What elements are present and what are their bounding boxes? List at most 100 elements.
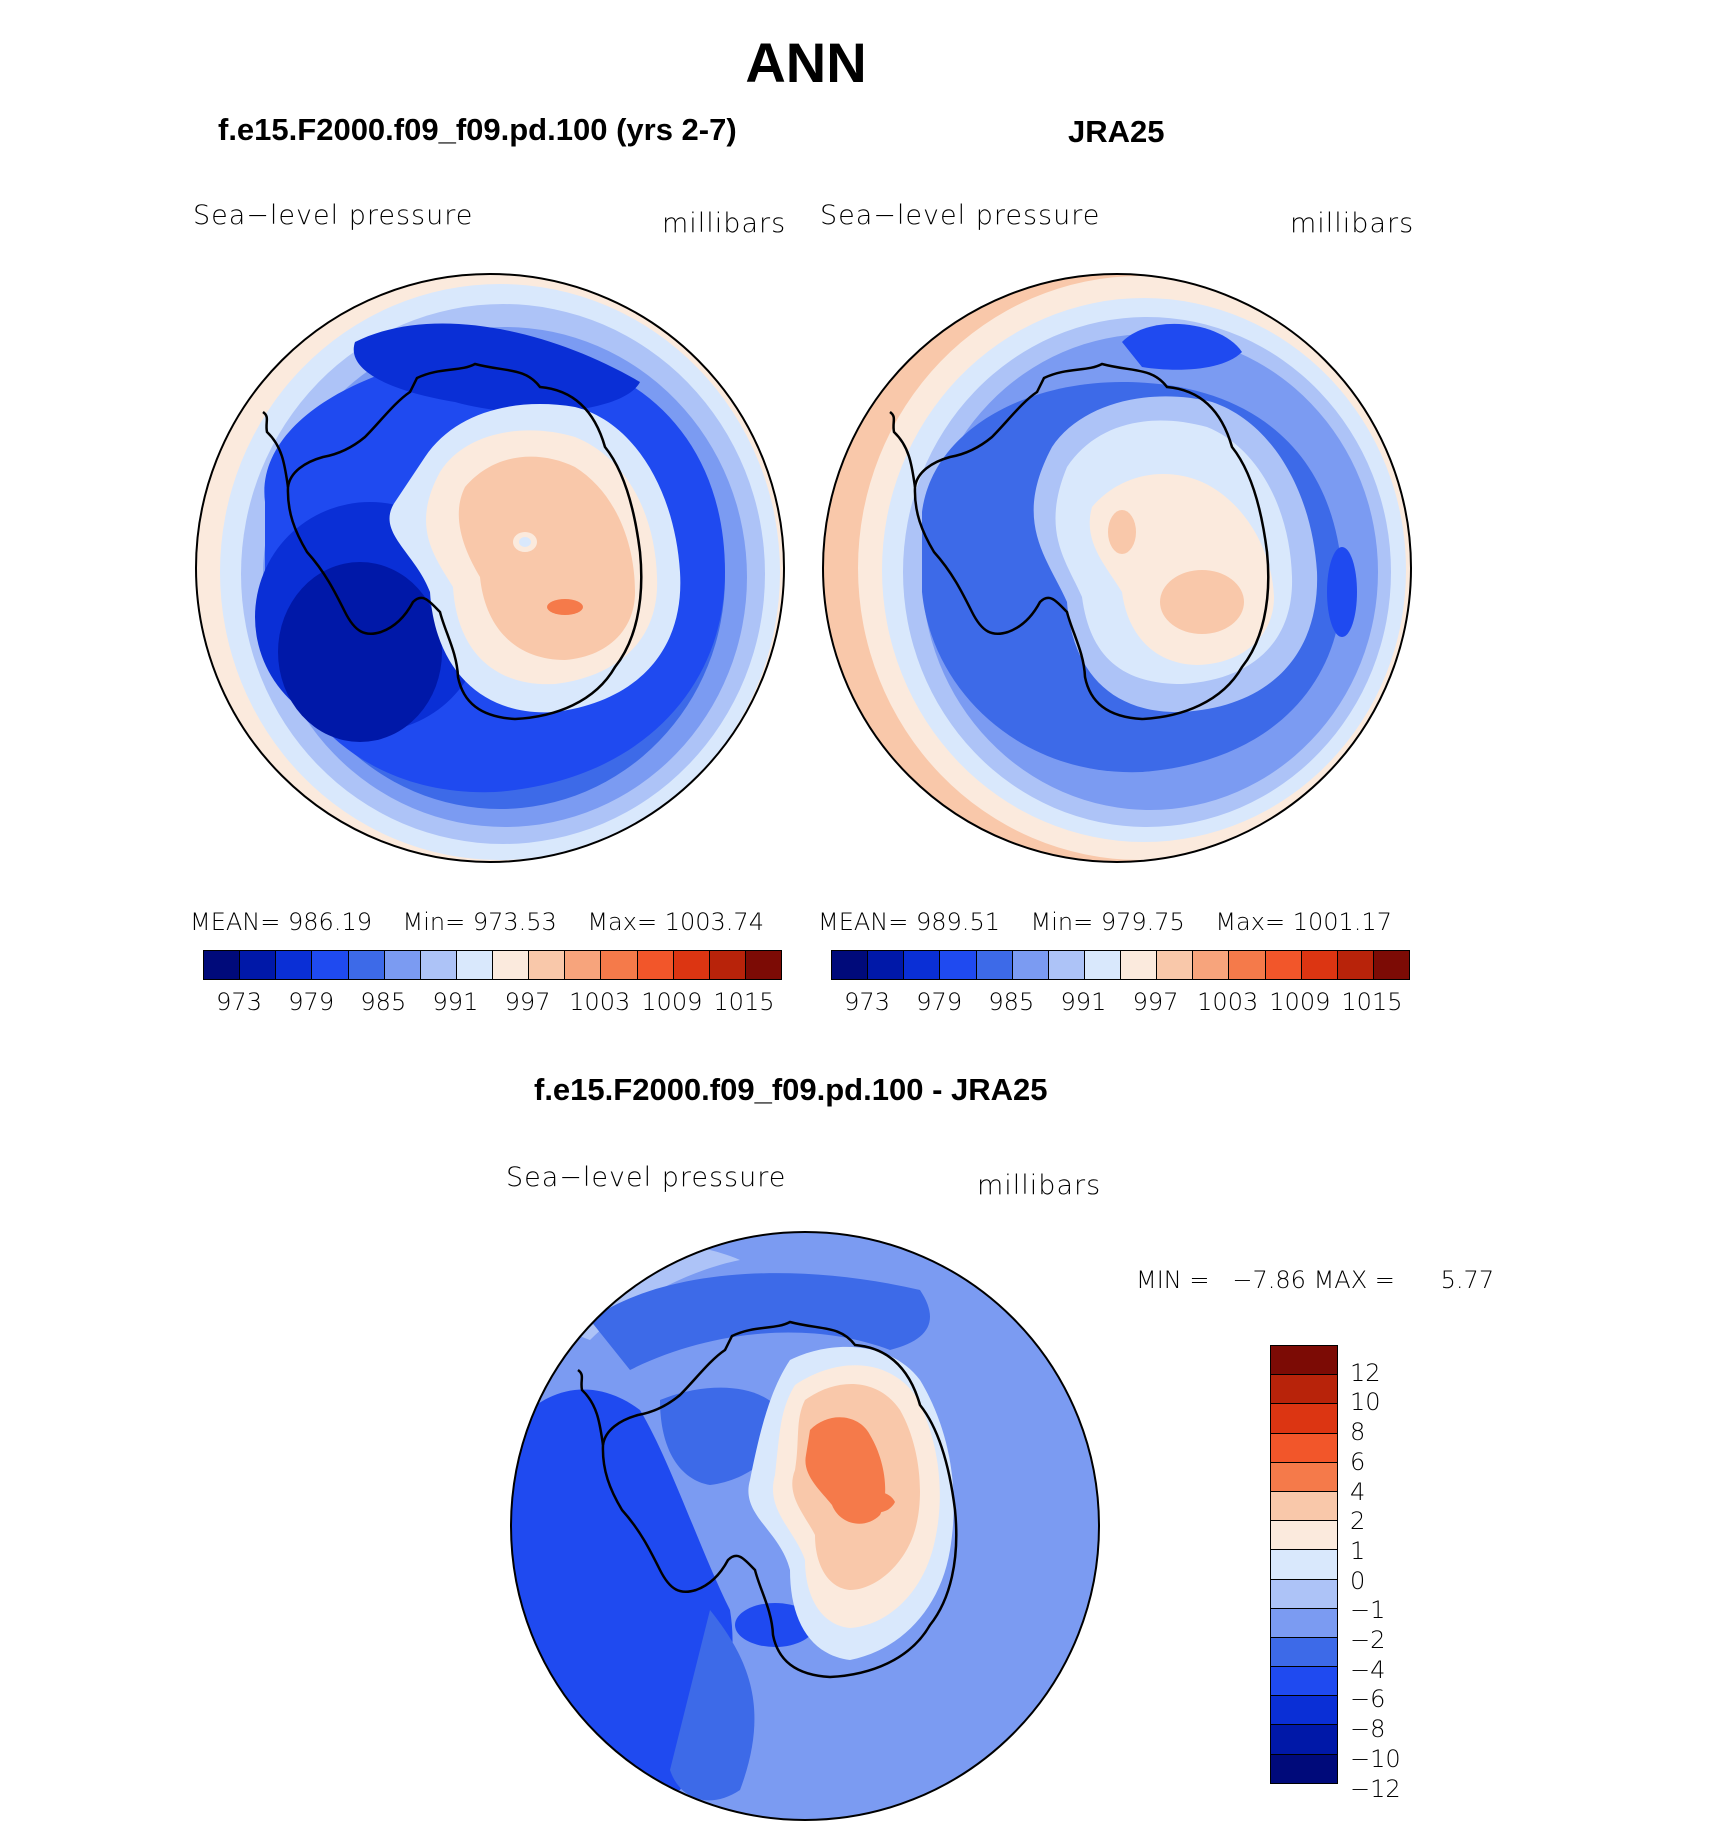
obs-colorbar-swatch xyxy=(1373,951,1409,979)
obs-colorbar-swatch xyxy=(1084,951,1121,979)
main-title: ANN xyxy=(745,31,867,94)
obs-colorbar-swatch xyxy=(1337,951,1374,979)
obs-colorbar-tick-label: 1009 xyxy=(1269,988,1331,1016)
obs-min-value: 979.75 xyxy=(1100,908,1185,936)
obs-panel-title: JRA25 xyxy=(1068,114,1165,149)
model-colorbar-swatch xyxy=(384,951,421,979)
model-colorbar-tick-label: 991 xyxy=(432,988,479,1016)
model-colorbar-swatch xyxy=(673,951,710,979)
diff-colorbar-swatch xyxy=(1271,1491,1337,1522)
model-stats: MEAN= 986.19 Min= 973.53 Max= 1003.74 xyxy=(190,908,764,936)
obs-colorbar-tick-label: 1015 xyxy=(1341,988,1403,1016)
model-max-label: Max= xyxy=(587,908,658,936)
diff-panel-title: f.e15.F2000.f09_f09.pd.100 - JRA25 xyxy=(534,1072,1048,1107)
obs-units-label: millibars xyxy=(1290,208,1415,239)
model-colorbar-swatch xyxy=(637,951,674,979)
diff-colorbar-tick-label: −8 xyxy=(1350,1715,1386,1744)
diff-colorbar-swatch xyxy=(1271,1579,1337,1609)
obs-min-label: Min= xyxy=(1030,908,1094,936)
diff-min-label: MIN = xyxy=(1136,1266,1210,1294)
diff-colorbar-tick-label: 4 xyxy=(1350,1477,1366,1506)
obs-colorbar-tick-label: 985 xyxy=(988,988,1035,1016)
obs-variable-label: Sea−level pressure xyxy=(820,200,1101,231)
model-colorbar-tick-label: 997 xyxy=(504,988,551,1016)
diff-colorbar-tick-label: 10 xyxy=(1350,1388,1381,1417)
diff-colorbar-tick-label: −1 xyxy=(1350,1596,1386,1625)
model-colorbar-swatch xyxy=(493,951,530,979)
model-colorbar-swatch xyxy=(240,951,277,979)
diff-units-label: millibars xyxy=(977,1170,1102,1201)
obs-max-value: 1001.17 xyxy=(1292,908,1392,936)
obs-colorbar-swatch xyxy=(1229,951,1266,979)
obs-colorbar xyxy=(831,950,1410,980)
diff-colorbar-swatch xyxy=(1271,1725,1337,1755)
obs-colorbar-swatch xyxy=(1121,951,1158,979)
obs-stats: MEAN= 989.51 Min= 979.75 Max= 1001.17 xyxy=(818,908,1392,936)
diff-colorbar-swatch xyxy=(1271,1667,1337,1697)
diff-colorbar-swatch xyxy=(1271,1754,1337,1783)
diff-colorbar-tick-label: 0 xyxy=(1350,1566,1366,1595)
obs-mean-value: 989.51 xyxy=(916,908,1000,936)
diff-colorbar-tick-label: 6 xyxy=(1350,1447,1366,1476)
diff-colorbar-swatch xyxy=(1271,1637,1337,1668)
diff-colorbar-swatch xyxy=(1271,1404,1337,1434)
diff-variable-label: Sea−level pressure xyxy=(506,1162,787,1193)
diff-map xyxy=(510,1231,1100,1821)
obs-colorbar-swatch xyxy=(1048,951,1085,979)
obs-colorbar-swatch xyxy=(940,951,977,979)
obs-colorbar-swatch xyxy=(1301,951,1338,979)
obs-colorbar-tick-label: 973 xyxy=(844,988,890,1016)
diff-colorbar-tick-label: −2 xyxy=(1350,1626,1386,1654)
obs-colorbar-tick-label: 1003 xyxy=(1197,988,1259,1016)
model-colorbar-swatch xyxy=(348,951,385,979)
model-colorbar xyxy=(203,950,782,980)
diff-colorbar-swatch xyxy=(1271,1696,1337,1726)
model-colorbar-swatch xyxy=(601,951,638,979)
model-colorbar-swatch xyxy=(456,951,493,979)
obs-colorbar-tick-label: 979 xyxy=(916,988,963,1016)
diff-colorbar-swatch xyxy=(1271,1550,1337,1580)
diff-colorbar-tick-label: 12 xyxy=(1350,1358,1381,1387)
diff-colorbar-swatch xyxy=(1271,1608,1337,1638)
model-colorbar-swatch xyxy=(204,951,241,979)
diff-colorbar-tick-label: −4 xyxy=(1350,1655,1386,1684)
model-min-value: 973.53 xyxy=(472,908,557,936)
model-colorbar-tick-label: 973 xyxy=(216,988,262,1016)
model-colorbar-swatch xyxy=(745,951,781,979)
diff-colorbar-swatch xyxy=(1271,1521,1337,1551)
obs-colorbar-swatch xyxy=(904,951,941,979)
obs-colorbar-tick-label: 997 xyxy=(1132,988,1179,1016)
diff-colorbar-swatch xyxy=(1271,1433,1337,1463)
obs-mean-label: MEAN= xyxy=(818,908,909,936)
diff-colorbar-tick-label: −12 xyxy=(1350,1774,1401,1803)
model-units-label: millibars xyxy=(662,208,787,239)
obs-colorbar-swatch xyxy=(832,951,869,979)
model-colorbar-swatch xyxy=(276,951,313,979)
diff-colorbar-tick-label: 1 xyxy=(1350,1536,1366,1565)
diff-stats: MIN = −7.86 MAX = 5.77 xyxy=(1136,1266,1494,1294)
model-colorbar-tick-label: 985 xyxy=(360,988,407,1016)
model-colorbar-swatch xyxy=(529,951,566,979)
model-colorbar-swatch xyxy=(709,951,746,979)
obs-colorbar-swatch xyxy=(1193,951,1230,979)
diff-max-value: 5.77 xyxy=(1440,1266,1495,1294)
obs-colorbar-swatch xyxy=(976,951,1013,979)
diff-colorbar xyxy=(1270,1345,1338,1784)
obs-colorbar-tick-label: 991 xyxy=(1060,988,1107,1016)
obs-max-label: Max= xyxy=(1215,908,1286,936)
diff-colorbar-tick-label: −6 xyxy=(1350,1685,1386,1714)
diff-colorbar-swatch xyxy=(1271,1375,1337,1405)
model-colorbar-swatch xyxy=(565,951,602,979)
model-panel-title: f.e15.F2000.f09_f09.pd.100 (yrs 2-7) xyxy=(218,112,737,147)
model-map xyxy=(195,273,785,863)
obs-colorbar-swatch xyxy=(1265,951,1302,979)
diff-min-value: −7.86 xyxy=(1232,1266,1306,1294)
model-colorbar-swatch xyxy=(312,951,349,979)
model-variable-label: Sea−level pressure xyxy=(193,200,474,231)
obs-colorbar-swatch xyxy=(1012,951,1049,979)
model-mean-label: MEAN= xyxy=(190,908,281,936)
diff-colorbar-tick-label: −10 xyxy=(1350,1744,1401,1773)
model-min-label: Min= xyxy=(402,908,466,936)
diff-colorbar-tick-label: 8 xyxy=(1350,1418,1366,1447)
diff-max-label: MAX = xyxy=(1313,1266,1395,1294)
